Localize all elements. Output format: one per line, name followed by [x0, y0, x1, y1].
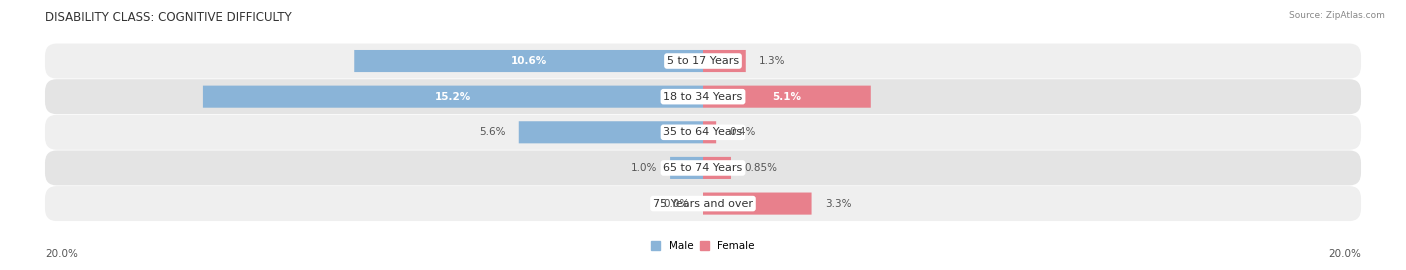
Text: 20.0%: 20.0%: [45, 249, 77, 259]
Text: 3.3%: 3.3%: [825, 198, 851, 209]
FancyBboxPatch shape: [703, 121, 716, 143]
Text: 75 Years and over: 75 Years and over: [652, 198, 754, 209]
FancyBboxPatch shape: [45, 186, 1361, 221]
Text: 5.1%: 5.1%: [772, 92, 801, 102]
Text: 20.0%: 20.0%: [1329, 249, 1361, 259]
FancyBboxPatch shape: [703, 157, 731, 179]
Text: 5 to 17 Years: 5 to 17 Years: [666, 56, 740, 66]
Text: 5.6%: 5.6%: [479, 127, 506, 137]
FancyBboxPatch shape: [202, 86, 703, 108]
Text: 65 to 74 Years: 65 to 74 Years: [664, 163, 742, 173]
Text: DISABILITY CLASS: COGNITIVE DIFFICULTY: DISABILITY CLASS: COGNITIVE DIFFICULTY: [45, 11, 291, 24]
FancyBboxPatch shape: [45, 79, 1361, 114]
FancyBboxPatch shape: [45, 115, 1361, 150]
Text: 10.6%: 10.6%: [510, 56, 547, 66]
Text: Source: ZipAtlas.com: Source: ZipAtlas.com: [1289, 11, 1385, 20]
FancyBboxPatch shape: [519, 121, 703, 143]
Legend: Male, Female: Male, Female: [647, 237, 759, 255]
Text: 1.0%: 1.0%: [630, 163, 657, 173]
Text: 0.0%: 0.0%: [664, 198, 690, 209]
FancyBboxPatch shape: [354, 50, 703, 72]
Text: 0.85%: 0.85%: [744, 163, 778, 173]
FancyBboxPatch shape: [45, 150, 1361, 185]
Text: 35 to 64 Years: 35 to 64 Years: [664, 127, 742, 137]
Text: 0.4%: 0.4%: [730, 127, 755, 137]
FancyBboxPatch shape: [671, 157, 703, 179]
FancyBboxPatch shape: [703, 50, 745, 72]
Text: 18 to 34 Years: 18 to 34 Years: [664, 92, 742, 102]
FancyBboxPatch shape: [703, 86, 870, 108]
FancyBboxPatch shape: [45, 43, 1361, 79]
Text: 15.2%: 15.2%: [434, 92, 471, 102]
Text: 1.3%: 1.3%: [759, 56, 786, 66]
FancyBboxPatch shape: [703, 193, 811, 215]
